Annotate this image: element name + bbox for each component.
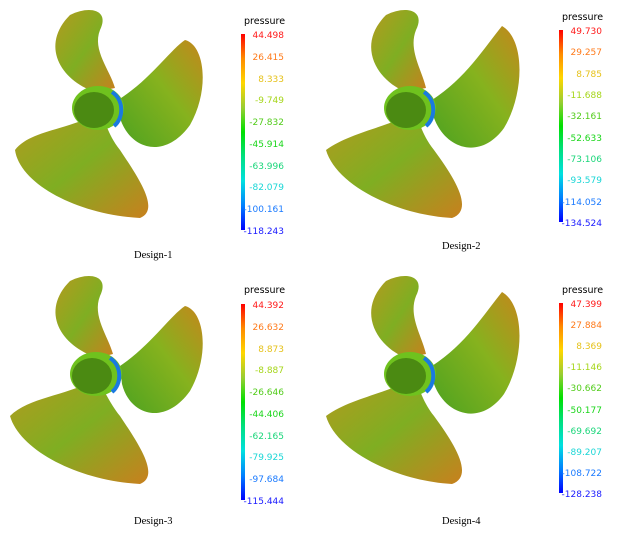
legend-tick-label: 8.333 — [258, 74, 284, 85]
blade-bottom — [15, 112, 149, 218]
legend-title: pressure — [562, 12, 604, 23]
legend-tick-label: -82.079 — [249, 183, 284, 194]
legend-tick-label: 26.415 — [252, 52, 285, 63]
hub-face — [74, 92, 114, 128]
legend-tick-label: -115.444 — [243, 497, 284, 507]
panel-design-3: pressure 44.392 26.632 8.873 -8.887 -26.646 -… — [0, 266, 316, 533]
legend-title: pressure — [244, 285, 286, 296]
legend-tick-label: -63.996 — [249, 161, 284, 172]
hub-shadow — [422, 90, 436, 128]
propeller-render — [326, 276, 520, 484]
legend-tick-label: -50.177 — [567, 405, 602, 416]
propeller-render — [10, 276, 203, 484]
legend-tick-label: -9.749 — [254, 96, 284, 107]
legend-tick-label: -8.887 — [254, 366, 284, 377]
propeller-render — [15, 10, 203, 218]
legend-tick-label: -27.832 — [249, 118, 284, 129]
legend-tick-label: -11.688 — [567, 91, 602, 101]
blade-bottom — [326, 378, 463, 484]
blade-right — [432, 292, 520, 414]
legend-tick-label: 47.399 — [570, 300, 603, 310]
color-scale-bar — [559, 303, 563, 493]
color-scale-bar — [241, 34, 245, 230]
legend-tick-label: -26.646 — [249, 388, 284, 399]
propeller-render — [326, 10, 520, 218]
legend-tick-label: -62.165 — [249, 431, 284, 442]
legend-tick-label: 49.730 — [570, 27, 603, 37]
legend-tick-label: -93.579 — [567, 176, 602, 187]
legend-tick-label: -79.925 — [249, 453, 284, 464]
caption: Design-3 — [134, 516, 173, 527]
hub-shadow — [110, 90, 124, 128]
blade-top — [55, 10, 115, 92]
hub-face — [386, 358, 426, 394]
hub-face — [72, 358, 112, 394]
legend-title: pressure — [244, 16, 286, 27]
legend-tick-label: -44.406 — [249, 409, 284, 420]
legend-tick-label: -30.662 — [567, 384, 602, 395]
caption: Design-4 — [442, 516, 481, 527]
legend-tick-label: -114.052 — [561, 197, 602, 208]
color-scale-bar — [559, 30, 563, 222]
legend-tick-label: -97.684 — [249, 475, 284, 486]
blade-right — [118, 40, 203, 148]
blade-top — [371, 10, 426, 92]
hub-shadow — [422, 356, 436, 394]
blade-top — [55, 276, 113, 358]
legend-tick-label: -128.238 — [561, 490, 602, 500]
legend-tick-label: -108.722 — [561, 468, 602, 479]
blade-right — [120, 306, 203, 414]
legend-tick-label: 44.392 — [252, 301, 285, 311]
blade-bottom — [10, 378, 149, 484]
legend-tick-label: -134.524 — [561, 219, 602, 229]
legend-tick-label: -11.146 — [567, 363, 602, 374]
legend-title: pressure — [562, 285, 604, 296]
blade-right — [432, 26, 520, 148]
legend-tick-label: -73.106 — [567, 155, 602, 165]
legend-tick-label: -89.207 — [567, 447, 602, 458]
color-scale-bar — [241, 304, 245, 500]
legend-tick-label: 8.873 — [258, 344, 284, 355]
legend-tick-label: 26.632 — [252, 322, 285, 333]
legend-tick-label: 29.257 — [570, 48, 603, 59]
caption: Design-2 — [442, 241, 481, 252]
legend-tick-label: -69.692 — [567, 426, 602, 437]
blade-bottom — [326, 112, 463, 218]
legend-tick-label: 8.369 — [576, 342, 602, 353]
panel-design-2: pressure 49.730 29.257 8.785 -11.688 -32.161… — [316, 0, 632, 266]
legend-tick-label: -52.633 — [567, 133, 602, 144]
blade-top — [371, 276, 426, 358]
panel-design-1: pressure 44.498 26.415 8.333 -9.749 -27.832 -… — [0, 0, 316, 266]
hub-face — [386, 92, 426, 128]
legend-tick-label: 8.785 — [576, 69, 602, 80]
legend-tick-label: -45.914 — [249, 139, 284, 150]
legend-tick-label: -32.161 — [567, 112, 602, 123]
panel-design-4: pressure 47.399 27.884 8.369 -11.146 -30.662… — [316, 266, 632, 533]
hub-shadow — [108, 356, 122, 394]
legend-tick-label: 27.884 — [570, 321, 603, 332]
legend-tick-label: 44.498 — [252, 31, 285, 41]
legend-tick-label: -118.243 — [243, 227, 284, 237]
legend-tick-label: -100.161 — [243, 205, 284, 216]
caption: Design-1 — [134, 250, 173, 261]
